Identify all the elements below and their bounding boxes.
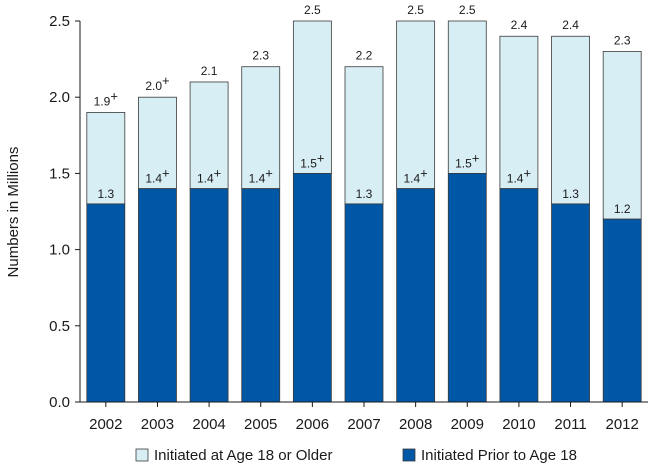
total-label-2007: 2.2	[356, 49, 373, 63]
under18-label-2002: 1.3	[97, 187, 114, 201]
total-label-2011: 2.4	[562, 18, 579, 32]
total-label-2012: 2.3	[614, 33, 631, 47]
bar-prior-to-18-2009	[447, 172, 487, 403]
total-label-2009: 2.5	[459, 3, 476, 17]
bar-18-or-older-2007	[344, 66, 384, 205]
x-tick-label-2004: 2004	[192, 416, 225, 433]
x-tick-label-2009: 2009	[451, 416, 484, 433]
bar-18-or-older-2009	[447, 20, 487, 174]
total-label-2004: 2.1	[201, 64, 218, 78]
bar-prior-to-18-2008	[396, 188, 436, 403]
y-tick-label-1.0: 1.0	[49, 242, 70, 259]
bar-18-or-older-2011	[551, 35, 590, 205]
bar-18-or-older-2010	[499, 35, 539, 190]
axes-layer: 2002 2003 2004 2005 2006 2007 2008 2009 2010 2011…	[49, 13, 648, 433]
legend-swatch-1	[402, 448, 416, 462]
x-tick-label-2007: 2007	[347, 416, 380, 433]
total-label-2010: 2.4	[511, 18, 528, 32]
bar-18-or-older-2005	[241, 66, 281, 190]
y-tick-label-0.5: 0.5	[49, 318, 70, 335]
bar-prior-to-18-2003	[138, 188, 177, 403]
bar-18-or-older-2012	[602, 51, 642, 220]
x-tick-label-2011: 2011	[554, 416, 586, 433]
bar-prior-to-18-2002	[86, 203, 126, 403]
bar-18-or-older-2003	[138, 96, 177, 190]
total-label-2003: 2.0+	[145, 73, 169, 93]
bars-layer	[86, 20, 642, 403]
bar-prior-to-18-2012	[602, 218, 642, 403]
bar-prior-to-18-2005	[241, 188, 281, 403]
bar-18-or-older-2006	[292, 20, 332, 174]
x-tick-label-2008: 2008	[399, 416, 432, 433]
legend-swatch-0	[135, 448, 149, 462]
legend-label-0: Initiated at Age 18 or Older	[154, 447, 332, 464]
under18-label-2012: 1.2	[614, 202, 631, 216]
bar-prior-to-18-2011	[551, 203, 590, 403]
y-tick-label-2.5: 2.5	[49, 13, 70, 30]
x-tick-label-2002: 2002	[89, 416, 122, 433]
total-label-2006: 2.5	[304, 3, 321, 17]
y-tick-label-2.0: 2.0	[49, 89, 70, 106]
y-tick-label-1.5: 1.5	[49, 165, 70, 182]
bar-18-or-older-2002	[86, 112, 126, 205]
bar-prior-to-18-2007	[344, 203, 384, 403]
x-tick-label-2012: 2012	[605, 416, 638, 433]
under18-label-2011: 1.3	[562, 187, 579, 201]
bar-prior-to-18-2004	[189, 188, 229, 403]
legend-label-1: Initiated Prior to Age 18	[421, 447, 577, 464]
x-tick-label-2003: 2003	[141, 416, 174, 433]
bar-18-or-older-2008	[396, 20, 436, 190]
total-label-2008: 2.5	[407, 3, 424, 17]
y-axis-title: Numbers in Millions	[5, 147, 22, 278]
x-tick-label-2010: 2010	[502, 416, 535, 433]
total-label-2005: 2.3	[252, 49, 269, 63]
y-tick-label-0.0: 0.0	[49, 394, 70, 411]
total-label-2002: 1.9+	[94, 88, 118, 108]
x-tick-label-2005: 2005	[244, 416, 277, 433]
bar-18-or-older-2004	[189, 81, 229, 190]
bar-prior-to-18-2010	[499, 188, 539, 403]
legend: Initiated at Age 18 or Older Initiated Pr…	[135, 447, 577, 464]
under18-label-2007: 1.3	[356, 187, 373, 201]
bar-prior-to-18-2006	[292, 172, 332, 403]
x-tick-label-2006: 2006	[296, 416, 329, 433]
